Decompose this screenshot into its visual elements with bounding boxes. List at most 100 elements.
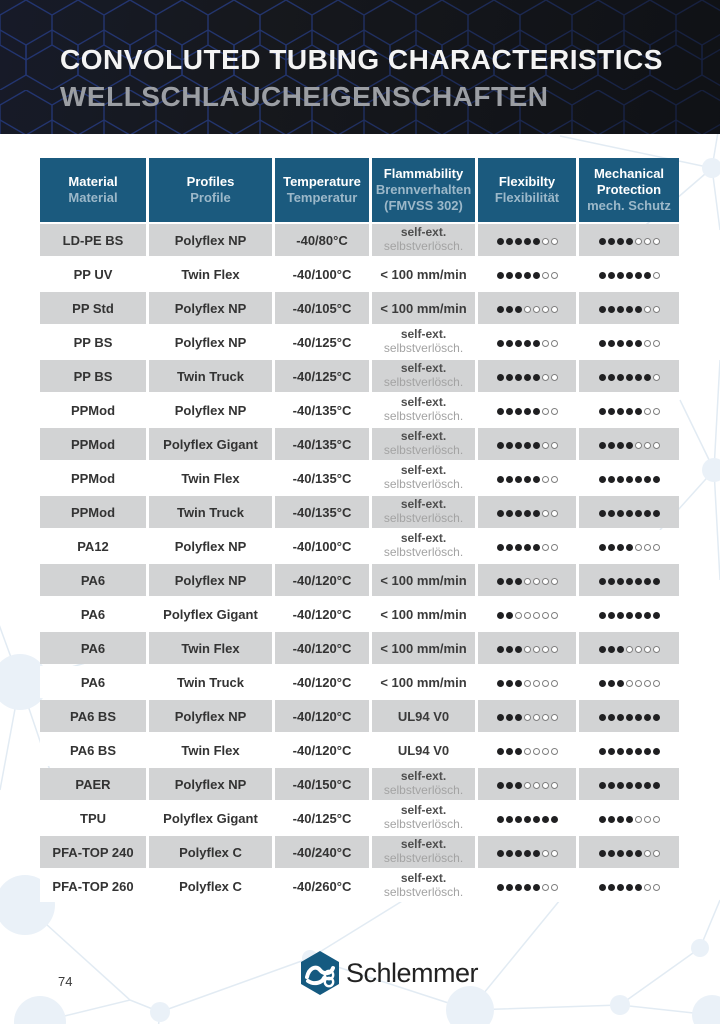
rating-dot-empty — [541, 509, 549, 517]
flexibility-rating-dots — [496, 373, 558, 381]
rating-dot-empty — [634, 679, 642, 687]
cell-profile: Polyflex NP — [149, 292, 272, 324]
rating-dot-filled — [523, 883, 531, 891]
rating-dot-empty — [643, 237, 651, 245]
brand-logo: Schlemmer — [298, 950, 479, 996]
tubing-characteristics-table: Material Material Profiles Profile Tempe… — [37, 156, 682, 904]
cell-profile: Polyflex Gigant — [149, 802, 272, 834]
rating-dot-filled — [616, 475, 624, 483]
rating-dot-filled — [598, 543, 606, 551]
cell-profile: Polyflex NP — [149, 326, 272, 358]
table-row: PPMod Polyflex NP -40/135°C self-ext. sel… — [40, 394, 679, 426]
rating-dot-filled — [496, 577, 504, 585]
cell-flexibility — [478, 666, 576, 698]
rating-dot-empty — [625, 679, 633, 687]
rating-dot-empty — [550, 645, 558, 653]
rating-dot-filled — [496, 611, 504, 619]
cell-mech — [579, 802, 679, 834]
rating-dot-filled — [625, 237, 633, 245]
col-header-flammability-en: Flammability — [383, 165, 464, 181]
rating-dot-empty — [541, 407, 549, 415]
rating-dot-filled — [598, 305, 606, 313]
table-body: LD-PE BS Polyflex NP -40/80°C self-ext. s… — [40, 224, 679, 902]
rating-dot-filled — [496, 849, 504, 857]
cell-material: PP UV — [40, 258, 146, 290]
cell-material: LD-PE BS — [40, 224, 146, 256]
rating-dot-filled — [616, 543, 624, 551]
cell-flexibility — [478, 530, 576, 562]
col-header-material-en: Material — [68, 173, 118, 189]
flexibility-rating-dots — [496, 543, 558, 551]
rating-dot-filled — [616, 747, 624, 755]
cell-flammability: self-ext. selbstverlösch. — [372, 836, 475, 868]
schlemmer-hexagon-icon — [301, 951, 339, 995]
rating-dot-filled — [496, 441, 504, 449]
rating-dot-filled — [523, 543, 531, 551]
table-row: PFA-TOP 240 Polyflex C -40/240°C self-ex… — [40, 836, 679, 868]
flexibility-rating-dots — [496, 747, 558, 755]
rating-dot-filled — [652, 747, 660, 755]
page-number: 74 — [58, 974, 73, 989]
cell-mech — [579, 700, 679, 732]
rating-dot-empty — [541, 271, 549, 279]
cell-material: PP Std — [40, 292, 146, 324]
cell-temperature: -40/80°C — [275, 224, 369, 256]
cell-mech — [579, 428, 679, 460]
flexibility-rating-dots — [496, 883, 558, 891]
rating-dot-empty — [634, 543, 642, 551]
rating-dot-filled — [514, 271, 522, 279]
table-row: LD-PE BS Polyflex NP -40/80°C self-ext. s… — [40, 224, 679, 256]
rating-dot-filled — [514, 883, 522, 891]
cell-profile: Polyflex NP — [149, 224, 272, 256]
rating-dot-empty — [532, 611, 540, 619]
rating-dot-filled — [523, 849, 531, 857]
cell-temperature: -40/125°C — [275, 326, 369, 358]
rating-dot-empty — [550, 713, 558, 721]
mech-protection-rating-dots — [598, 305, 660, 313]
rating-dot-empty — [550, 747, 558, 755]
rating-dot-filled — [514, 577, 522, 585]
rating-dot-filled — [514, 849, 522, 857]
cell-profile: Twin Flex — [149, 462, 272, 494]
rating-dot-filled — [496, 373, 504, 381]
rating-dot-empty — [532, 679, 540, 687]
rating-dot-empty — [541, 441, 549, 449]
table-row: PP Std Polyflex NP -40/105°C < 100 mm/mi… — [40, 292, 679, 324]
cell-profile: Polyflex C — [149, 836, 272, 868]
col-header-flexibility: Flexibilty Flexibilität — [478, 158, 576, 222]
rating-dot-filled — [625, 815, 633, 823]
rating-dot-filled — [598, 679, 606, 687]
rating-dot-filled — [532, 373, 540, 381]
cell-profile: Twin Truck — [149, 666, 272, 698]
cell-temperature: -40/135°C — [275, 394, 369, 426]
rating-dot-filled — [607, 237, 615, 245]
table-row: PA6 Twin Truck -40/120°C < 100 mm/min — [40, 666, 679, 698]
col-header-mechanical: Mechanical Protection mech. Schutz — [579, 158, 679, 222]
rating-dot-filled — [607, 373, 615, 381]
cell-flammability: self-ext. selbstverlösch. — [372, 496, 475, 528]
rating-dot-empty — [652, 373, 660, 381]
rating-dot-filled — [514, 305, 522, 313]
flexibility-rating-dots — [496, 237, 558, 245]
cell-flexibility — [478, 394, 576, 426]
cell-profile: Polyflex Gigant — [149, 428, 272, 460]
rating-dot-filled — [607, 679, 615, 687]
rating-dot-filled — [625, 305, 633, 313]
flexibility-rating-dots — [496, 339, 558, 347]
mech-protection-rating-dots — [598, 781, 660, 789]
cell-flammability: self-ext. selbstverlösch. — [372, 224, 475, 256]
rating-dot-empty — [652, 305, 660, 313]
cell-flexibility — [478, 768, 576, 800]
cell-flexibility — [478, 836, 576, 868]
rating-dot-filled — [652, 781, 660, 789]
rating-dot-filled — [616, 339, 624, 347]
rating-dot-filled — [523, 815, 531, 823]
rating-dot-filled — [634, 509, 642, 517]
cell-mech — [579, 496, 679, 528]
cell-temperature: -40/100°C — [275, 258, 369, 290]
rating-dot-empty — [523, 305, 531, 313]
cell-profile: Polyflex NP — [149, 564, 272, 596]
rating-dot-empty — [550, 237, 558, 245]
table-row: PP UV Twin Flex -40/100°C < 100 mm/min — [40, 258, 679, 290]
